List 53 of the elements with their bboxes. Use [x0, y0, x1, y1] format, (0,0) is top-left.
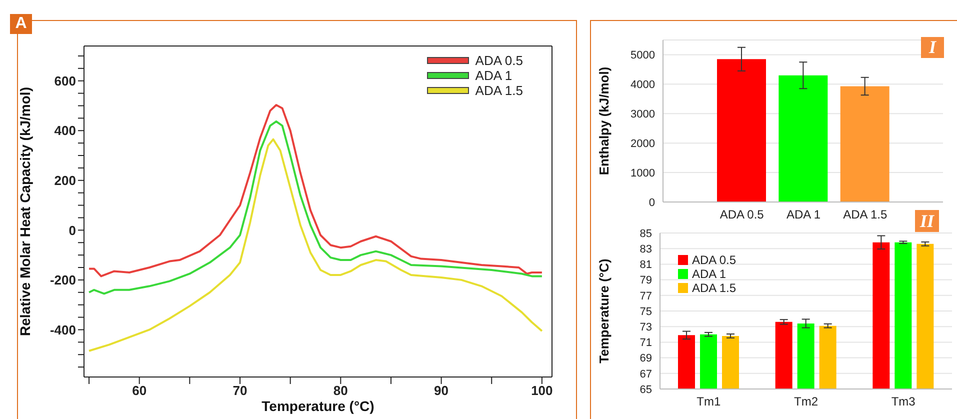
- text: II: [915, 210, 939, 232]
- y-tick-label: 67: [640, 368, 652, 380]
- y-tick-label: 2000: [630, 138, 655, 150]
- x-tick-label: 90: [434, 383, 449, 398]
- x-tick-label: ADA 0.5: [720, 208, 764, 222]
- x-tick-label: 80: [333, 383, 348, 398]
- y-tick-label: 69: [640, 352, 652, 365]
- y-tick-label: 0: [648, 196, 655, 209]
- bar: [840, 86, 890, 202]
- y-tick-label: 81: [640, 259, 652, 272]
- y-tick-label: 1000: [630, 167, 655, 180]
- y-axis-title: Enthalpy (kJ/mol): [596, 66, 612, 176]
- line-series: [88, 104, 543, 278]
- y-tick-label: -400: [50, 322, 76, 338]
- x-tick-label: 60: [132, 383, 147, 398]
- y-tick-label: 79: [640, 274, 652, 287]
- legend-label: ADA 0.5: [475, 53, 523, 68]
- legend-label: ADA 1.5: [475, 83, 523, 98]
- legend-label: ADA 1.5: [692, 281, 736, 295]
- x-tick-label: ADA 1.5: [843, 208, 888, 222]
- line-series: [88, 120, 543, 295]
- x-tick-label: Tm1: [696, 394, 721, 409]
- legend-label: ADA 1: [692, 267, 726, 281]
- x-tick-label: Tm3: [891, 394, 916, 409]
- x-tick-label: 100: [531, 383, 553, 398]
- line-series: [88, 138, 543, 352]
- y-tick-label: 65: [640, 384, 652, 396]
- x-tick-label: ADA 1: [786, 208, 821, 222]
- x-tick-label: 70: [232, 383, 248, 398]
- y-tick-label: 71: [640, 337, 652, 350]
- x-tick-label: Tm2: [794, 394, 818, 409]
- y-tick-label: 77: [640, 290, 652, 302]
- y-tick-label: 3000: [630, 108, 655, 121]
- y-tick-label: 5000: [630, 50, 655, 62]
- y-tick-label: 75: [640, 306, 652, 318]
- x-axis-title: Temperature (°C): [262, 398, 374, 414]
- legend-label: ADA 0.5: [692, 253, 736, 267]
- text: A: [10, 14, 32, 34]
- y-tick-label: 4000: [630, 79, 655, 92]
- y-tick-label: -200: [50, 272, 76, 288]
- y-tick-label: 600: [54, 73, 76, 88]
- y-tick-label: 73: [640, 322, 652, 334]
- y-tick-label: 83: [640, 244, 652, 256]
- bar: [778, 75, 828, 202]
- y-tick-label: 85: [640, 228, 652, 240]
- annotation: I: [921, 37, 944, 58]
- bar: [717, 59, 766, 202]
- y-tick-label: 400: [54, 123, 76, 138]
- y-tick-label: 200: [54, 173, 76, 188]
- y-axis-title: Relative Molar Heat Capacity (kJ/mol): [16, 87, 33, 336]
- y-tick-label: 0: [68, 222, 76, 238]
- legend-label: ADA 1: [475, 68, 512, 83]
- y-axis-title: Temperature (°C): [596, 258, 612, 364]
